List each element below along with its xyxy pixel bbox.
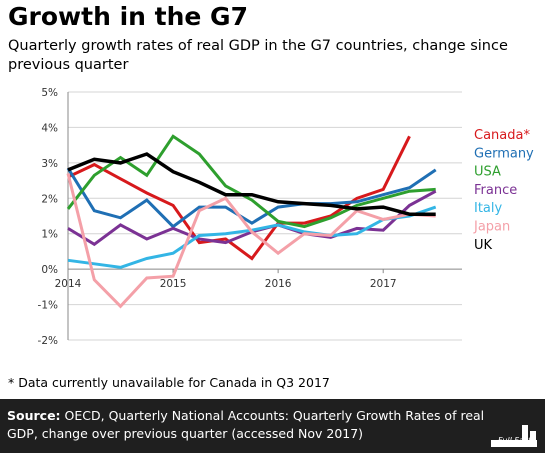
series-line-uk [67,152,436,216]
y-tick-label: 2% [41,193,58,205]
chart-axes: 5% 4% 3% 2% 1% 0% -1% -2% 2014 2015 2016 2017 [38,87,397,347]
chart-series [66,134,437,309]
y-tick-label: 0% [41,264,58,276]
chart-subtitle: Quarterly growth rates of real GDP in th… [8,38,508,73]
source-footer: Source: OECD, Quarterly National Account… [0,399,545,453]
full-fact-logo: Full Fact [491,425,537,447]
legend-item-japan: Japan [473,220,510,235]
y-tick-label: 4% [41,122,58,134]
footnote: * Data currently unavailable for Canada … [8,375,330,390]
y-tick-label: 3% [41,158,58,170]
source-text: Source: OECD, Quarterly National Account… [7,407,497,443]
legend-item-germany: Germany [474,146,534,161]
y-tick-label: -2% [38,335,58,347]
legend-item-uk: UK [474,238,493,253]
full-fact-logo-icon [491,425,537,447]
legend-item-france: France [474,183,517,198]
series-line-canada [67,135,411,261]
legend-item-italy: Italy [474,201,503,216]
chart-title: Growth in the G7 [8,2,248,31]
x-tick-label: 2015 [160,278,187,290]
source-label: Source: [7,408,61,423]
x-tick-label: 2016 [265,278,292,290]
x-tick-label: 2017 [370,278,397,290]
legend-item-usa: USA [474,165,501,180]
series-line-germany [66,167,437,229]
source-detail: OECD, Quarterly National Accounts: Quart… [7,408,485,441]
line-chart: 5% 4% 3% 2% 1% 0% -1% -2% 2014 2015 2016 2017 Canad… [38,87,535,347]
series-line-usa [66,134,436,229]
x-tick-label: 2014 [55,278,82,290]
full-fact-logo-text: Full Fact [498,436,532,445]
legend-item-canada: Canada* [474,128,530,143]
y-tick-label: 1% [41,229,58,241]
y-tick-label: -1% [38,300,58,312]
series-line-japan [66,173,436,309]
chart-legend: Canada* Germany USA France Italy Japan UK [473,128,534,253]
y-tick-label: 5% [41,87,58,99]
